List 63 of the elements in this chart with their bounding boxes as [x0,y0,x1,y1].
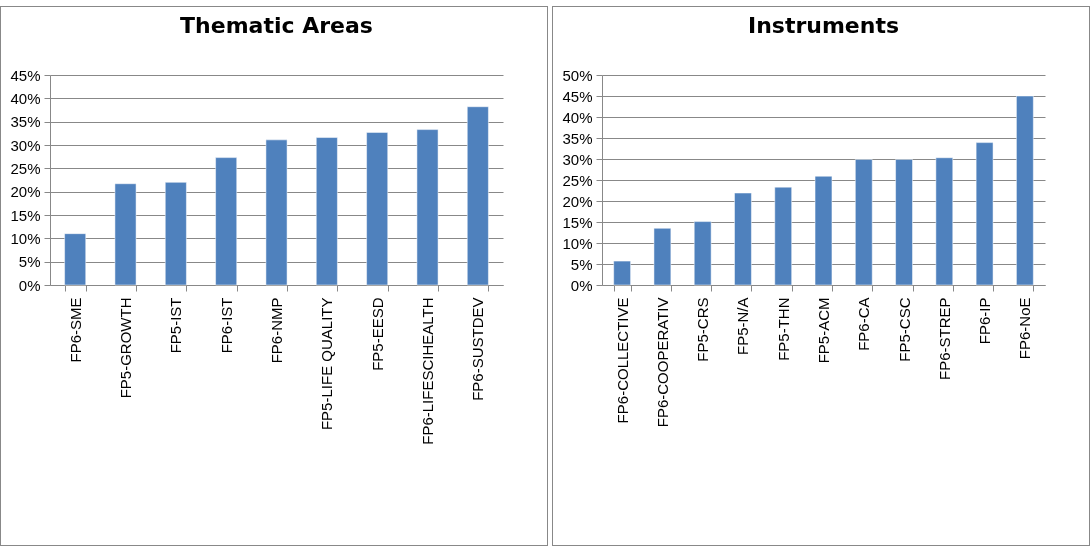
y-tick-label: 5% [570,255,593,273]
x-tick-label: FP5-N/A [734,297,752,356]
y-tick-label: 0% [570,276,593,294]
y-tick-label: 35% [10,113,41,131]
bar [316,137,338,286]
y-tick-label: 10% [562,234,593,252]
y-tick-label: 50% [562,66,593,84]
x-tick-label: FP6-IP [976,297,994,345]
x-tick-label: FP6-COLLECTIVE [613,297,631,424]
bar [734,192,752,286]
bar [467,106,489,286]
bar [416,129,439,286]
x-tick-label: FP6-STREP [935,297,953,381]
bar [613,260,631,286]
x-tick-label: FP6-LIFESCIHEALTH [419,297,436,445]
y-tick-label: 10% [10,229,41,247]
x-tick-label: FP6-CA [855,297,873,351]
bar [895,159,913,286]
x-tick-label: FP5-GROWTH [117,297,134,399]
bar [653,228,672,286]
x-tick-label: FP5-ACM [815,297,832,364]
x-tick-label: FP6-IST [217,297,235,354]
bar [814,175,833,286]
bar [366,132,388,286]
x-tick-label: FP5-LIFE QUALITY [318,297,336,431]
y-tick-label: 25% [10,159,41,177]
y-tick-label: 30% [10,136,41,154]
y-tick-label: 25% [562,171,593,189]
y-tick-label: 45% [562,87,593,105]
x-tick-label: FP6-SUSTDEV [469,297,487,401]
y-tick-label: 45% [10,66,41,84]
bar [114,183,137,286]
y-tick-label: 30% [562,150,593,168]
x-tick-label: FP5-CSC [895,297,913,362]
bar [975,142,994,286]
y-tick-label: 20% [562,192,593,210]
y-tick-label: 0% [18,276,41,294]
x-tick-label: FP5-CRS [694,297,712,362]
y-tick-label: 40% [562,108,593,126]
bar [774,186,792,286]
bar [64,233,86,286]
bar [1016,95,1034,286]
x-tick-label: FP5-EESD [368,297,386,371]
chart-title: Instruments [747,13,900,38]
x-tick-label: FP6-COOPERATIV [653,297,671,428]
y-tick-label: 15% [562,213,593,231]
x-tick-label: FP6-NMP [268,297,285,364]
x-tick-label: FP5-THN [774,297,792,361]
y-tick-label: 15% [10,206,41,224]
bar [693,221,712,286]
bar [935,157,954,286]
x-tick-label: FP6-NoE [1016,297,1034,360]
y-tick-label: 35% [562,129,593,147]
x-tick-label: FP6-SME [66,297,84,363]
bar [215,157,237,286]
bar [265,139,288,286]
y-tick-label: 5% [18,253,41,271]
x-tick-label: FP5-IST [167,297,185,354]
bar [165,182,187,286]
chart-title: Thematic Areas [180,13,373,38]
y-tick-label: 40% [10,89,41,107]
y-tick-label: 20% [10,183,41,201]
bar [855,159,873,286]
